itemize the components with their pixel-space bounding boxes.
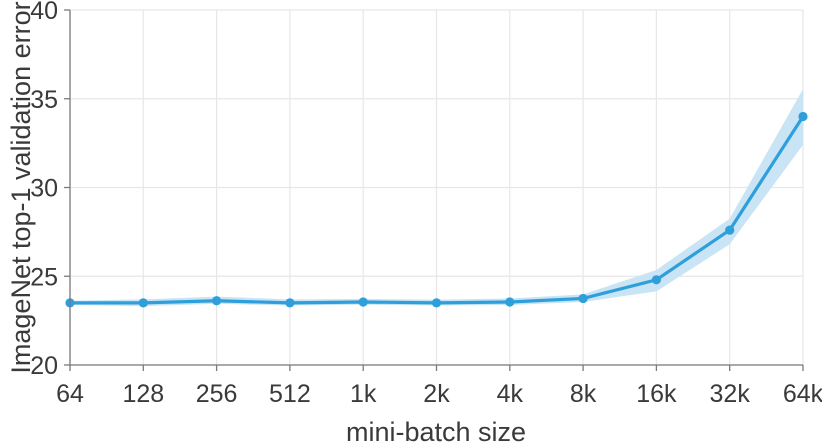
x-tick-label: 512 <box>269 380 311 408</box>
data-point <box>578 293 588 304</box>
y-tick-label: 40 <box>30 0 58 25</box>
x-tick-label: 128 <box>122 380 164 408</box>
data-point <box>798 111 808 122</box>
data-point <box>431 298 442 308</box>
data-point <box>212 296 222 306</box>
data-markers <box>65 111 808 308</box>
x-tick-label: 1k <box>350 380 377 408</box>
data-point <box>285 298 295 308</box>
gridlines <box>69 9 804 366</box>
x-tick-label: 16k <box>636 380 677 408</box>
y-tick-label: 25 <box>30 263 58 291</box>
x-tick-label: 64 <box>56 380 84 408</box>
y-axis-title: ImageNet top-1 validation error <box>6 1 36 373</box>
x-tick-label: 4k <box>497 380 524 408</box>
data-point <box>358 297 368 307</box>
x-tick-label: 2k <box>423 380 450 408</box>
x-axis-title: mini-batch size <box>346 417 526 447</box>
data-point <box>138 298 148 308</box>
y-tick-label: 35 <box>30 86 58 114</box>
tick-marks <box>64 9 804 371</box>
x-tick-label: 256 <box>196 380 238 408</box>
data-point <box>725 225 735 235</box>
y-tick-label: 20 <box>30 352 58 380</box>
x-tick-label: 32k <box>710 380 751 408</box>
data-point <box>651 275 662 285</box>
x-tick-label: 64k <box>783 380 822 408</box>
x-tick-label: 8k <box>570 380 597 408</box>
data-point <box>505 297 515 307</box>
y-tick-label: 30 <box>30 175 58 203</box>
tick-labels: 64 128 256 512 1k 2k 4k 8k 16k 32k 64k 20 25 30 35 40 <box>30 0 822 408</box>
